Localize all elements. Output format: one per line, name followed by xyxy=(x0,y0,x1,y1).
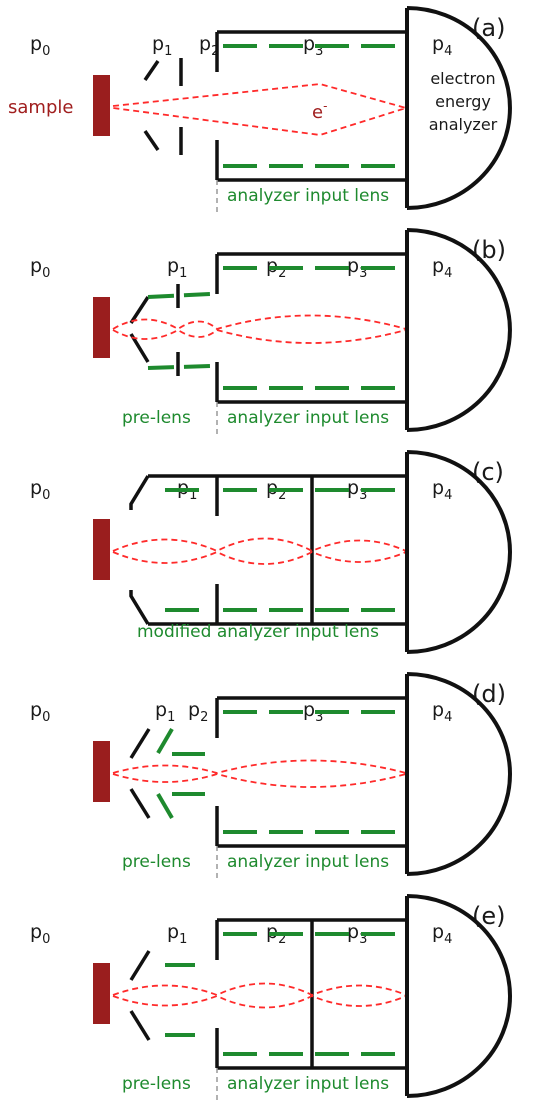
potential-p2: p2 xyxy=(199,33,219,59)
p2-cone-bottom xyxy=(156,792,174,820)
panel-b: p0 p1 p2 p3 p4(b)pre-lens analyzer input lens xyxy=(30,228,512,434)
pre-lens-caption: pre-lens xyxy=(122,852,191,872)
panel-a: p0 p1 p2 p3 p4 (a) sample e-electron energy analy… xyxy=(8,6,512,212)
electron-beam-top xyxy=(112,982,407,996)
panel-e: p0 p1 p2 p3 p4(e)pre-lens analyzer input lens xyxy=(30,894,512,1100)
input-lens-caption: analyzer input lens xyxy=(227,408,389,428)
electron-beam-bottom xyxy=(112,551,407,565)
sample-block xyxy=(93,75,110,136)
p1-aperture-left-bottom xyxy=(143,130,160,151)
analyzer-label: electron xyxy=(430,69,495,88)
electron-beam-top xyxy=(112,537,407,552)
potential-p0: p0 xyxy=(30,255,50,281)
electron-beam-bottom xyxy=(112,995,407,1009)
p1-cone-bottom xyxy=(129,788,151,819)
analyzer-hemisphere xyxy=(405,228,512,432)
panel-c: p0 p1 p2 p3 p4(c)modified analyzer input len… xyxy=(30,450,512,654)
cone-top xyxy=(129,475,150,510)
potential-p3: p3 xyxy=(347,477,367,503)
input-lens-caption: analyzer input lens xyxy=(227,852,389,872)
analyzer-label: analyzer xyxy=(429,115,498,134)
sample-block xyxy=(93,519,110,580)
potential-p0: p0 xyxy=(30,921,50,947)
electron-beam-top xyxy=(112,314,407,331)
potential-p3: p3 xyxy=(303,699,323,725)
electron-beam xyxy=(112,83,410,136)
electron-label: e- xyxy=(312,99,327,123)
potential-p2: p2 xyxy=(188,699,208,725)
cone-bottom xyxy=(129,590,150,625)
potential-p4: p4 xyxy=(432,477,452,503)
potential-p1: p1 xyxy=(155,699,175,725)
analyzer-label: energy xyxy=(435,92,491,111)
potential-p3: p3 xyxy=(347,255,367,281)
potential-p3: p3 xyxy=(303,33,323,59)
panel-label: (d) xyxy=(472,680,506,708)
potential-p1: p1 xyxy=(167,921,187,947)
p1-cone-top xyxy=(129,950,151,981)
electron-beam-top xyxy=(112,759,407,774)
p1-aperture-left-top xyxy=(143,60,160,81)
panel-label: (c) xyxy=(472,458,504,486)
lens-tube-bottom xyxy=(217,806,409,848)
sample-block xyxy=(93,963,110,1024)
input-lens-caption: analyzer input lens xyxy=(227,1074,389,1094)
lens-tube-bottom xyxy=(217,362,409,404)
p1-cone-top xyxy=(129,728,151,759)
panel-label: (e) xyxy=(472,902,506,930)
potential-p0: p0 xyxy=(30,33,50,59)
panel-label: (b) xyxy=(472,236,506,264)
potential-p4: p4 xyxy=(432,699,452,725)
potential-p1: p1 xyxy=(167,255,187,281)
pre-lens-electrode-top xyxy=(147,292,211,299)
analyzer-hemisphere xyxy=(405,6,512,210)
analyzer-hemisphere xyxy=(405,450,512,654)
electron-beam-bottom xyxy=(112,773,407,788)
p1-cone-bottom xyxy=(129,1010,151,1041)
potential-p4: p4 xyxy=(432,255,452,281)
lens-tube-top xyxy=(217,252,409,294)
input-lens-caption: analyzer input lens xyxy=(227,186,389,206)
lens-tube-bottom xyxy=(217,140,409,182)
electron-beam-bottom xyxy=(112,328,407,344)
pre-lens-cone-top xyxy=(129,296,150,324)
input-lens-caption: modified analyzer input lens xyxy=(137,622,379,642)
panel-d: p0 p1 p2 p3 p4 (d) pre-lens analyzer input lens xyxy=(30,672,512,878)
potential-p0: p0 xyxy=(30,477,50,503)
pre-lens-electrode-bottom xyxy=(147,364,211,370)
potential-p3: p3 xyxy=(347,921,367,947)
potential-p4: p4 xyxy=(432,921,452,947)
pre-lens-caption: pre-lens xyxy=(122,408,191,428)
analyzer-hemisphere xyxy=(405,672,512,876)
sample-label: sample xyxy=(8,97,73,118)
panel-label: (a) xyxy=(472,14,505,42)
potential-p0: p0 xyxy=(30,699,50,725)
pre-lens-caption: pre-lens xyxy=(122,1074,191,1094)
p2-cone-top xyxy=(156,727,174,755)
potential-p1: p1 xyxy=(152,33,172,59)
sample-block xyxy=(93,297,110,358)
sample-block xyxy=(93,741,110,802)
analyzer-hemisphere xyxy=(405,894,512,1098)
potential-p4: p4 xyxy=(432,33,452,59)
